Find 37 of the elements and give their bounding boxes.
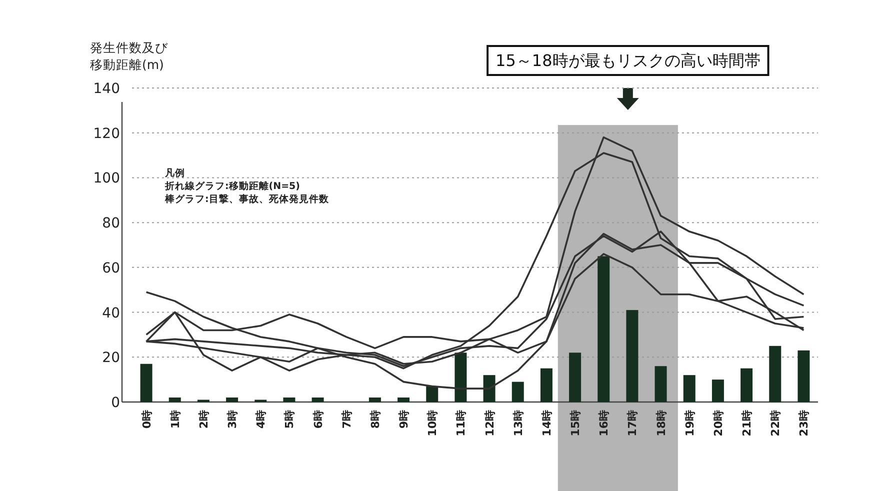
callout: 15～18時が最もリスクの高い時間帯 (486, 45, 770, 76)
x-tick-label: 5時 (283, 410, 296, 429)
x-tick-label: 21時 (740, 410, 754, 436)
y-tick-label: 120 (93, 126, 120, 142)
y-tick-label: 40 (102, 305, 120, 322)
x-tick-label: 15時 (569, 410, 582, 436)
x-tick-label: 7時 (340, 410, 354, 429)
x-tick-label: 22時 (769, 410, 782, 436)
y-axis-title: 発生件数及び移動距離(m) (90, 40, 169, 72)
x-tick-label: 10時 (426, 410, 440, 436)
x-tick-label: 11時 (454, 410, 468, 436)
x-tick-label: 4時 (254, 410, 268, 429)
x-tick-label: 6時 (312, 410, 325, 429)
x-tick-label: 8時 (368, 410, 382, 429)
x-tick-label: 20時 (712, 410, 725, 436)
x-tick-label: 1時 (168, 410, 182, 429)
x-tick-label: 23時 (798, 410, 811, 436)
x-tick-label: 2時 (197, 410, 210, 429)
x-tick-label: 17時 (626, 410, 640, 436)
x-tick-label: 9時 (398, 410, 411, 429)
y-tick-label: 80 (102, 216, 120, 232)
x-tick-label: 0時 (140, 410, 154, 429)
x-tick-label: 14時 (540, 410, 554, 436)
x-tick-label: 13時 (512, 410, 525, 436)
x-tick-label: 12時 (483, 410, 496, 436)
x-tick-label: 18時 (654, 410, 668, 436)
y-tick-label: 0 (111, 395, 120, 411)
annotation: 折れ線グラフ:移動距離(N=5) (164, 180, 300, 192)
y-tick-label: 20 (102, 350, 120, 366)
x-tick-label: 16時 (598, 410, 611, 436)
x-tick-label: 19時 (683, 410, 696, 436)
x-tick-label: 3時 (226, 410, 240, 429)
annotation: 棒グラフ:目撃、事故、死体発見件数 (164, 193, 330, 205)
y-tick-label: 60 (102, 260, 120, 276)
y-tick-label: 140 (93, 81, 120, 97)
annotation: 凡例 (164, 167, 185, 179)
y-tick-label: 100 (93, 170, 120, 187)
